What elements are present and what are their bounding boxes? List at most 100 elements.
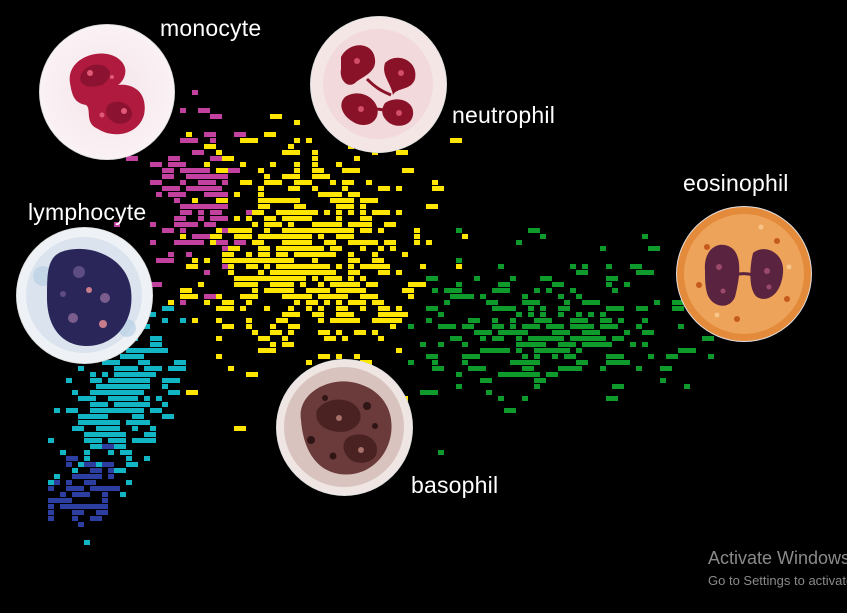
cluster-point	[612, 288, 618, 293]
cluster-point	[516, 348, 522, 353]
cluster-point	[246, 282, 252, 287]
cluster-point	[162, 174, 174, 179]
cluster-point	[168, 306, 174, 311]
cluster-point	[264, 174, 270, 179]
cluster-point	[324, 222, 336, 227]
cluster-point	[576, 324, 582, 329]
cluster-point	[492, 348, 498, 353]
cluster-point	[222, 252, 234, 257]
cluster-point	[246, 216, 252, 221]
cluster-point	[540, 306, 546, 311]
cluster-point	[546, 348, 558, 353]
cluster-point	[504, 288, 510, 293]
cluster-point	[360, 198, 372, 203]
cluster-point	[600, 312, 606, 317]
cluster-point	[102, 402, 108, 407]
cluster-point	[342, 180, 354, 185]
cluster-point	[252, 282, 258, 287]
cluster-point	[162, 228, 174, 233]
cluster-point	[96, 504, 108, 509]
cluster-point	[348, 210, 354, 215]
cluster-point	[378, 318, 390, 323]
cluster-point	[78, 414, 84, 419]
cluster-point	[612, 384, 624, 389]
cluster-point	[360, 294, 372, 299]
cluster-point	[516, 312, 522, 317]
cluster-point	[348, 192, 354, 197]
cluster-point	[390, 318, 402, 323]
cluster-point	[150, 222, 156, 227]
cluster-point	[606, 318, 612, 323]
cluster-point	[84, 432, 90, 437]
cluster-point	[570, 324, 576, 329]
cluster-point	[336, 354, 342, 359]
cluster-point	[432, 288, 438, 293]
cluster-point	[534, 384, 540, 389]
cluster-point	[144, 396, 150, 401]
cluster-point	[120, 450, 132, 455]
cluster-point	[420, 342, 426, 347]
cluster-point	[420, 264, 426, 269]
cluster-point	[312, 222, 318, 227]
cluster-point	[312, 168, 324, 173]
cluster-point	[276, 288, 288, 293]
cluster-point	[336, 294, 348, 299]
cluster-point	[486, 348, 492, 353]
cluster-point	[210, 216, 216, 221]
cluster-point	[234, 246, 240, 251]
monocyte-cluster	[114, 90, 252, 305]
cluster-point	[204, 192, 210, 197]
cluster-point	[288, 330, 294, 335]
cluster-point	[54, 474, 60, 479]
cluster-point	[186, 264, 198, 269]
cluster-point	[84, 456, 90, 461]
cluster-point	[336, 222, 342, 227]
cluster-point	[540, 234, 546, 239]
cluster-point	[72, 504, 78, 509]
cluster-point	[288, 264, 300, 269]
cluster-point	[336, 330, 342, 335]
cluster-point	[216, 228, 222, 233]
cluster-point	[546, 324, 558, 329]
cluster-point	[378, 228, 384, 233]
cluster-point	[150, 348, 162, 353]
cluster-point	[564, 366, 576, 371]
cluster-point	[108, 396, 114, 401]
cluster-point	[588, 312, 594, 317]
cluster-point	[222, 264, 228, 269]
cluster-point	[216, 240, 228, 245]
cluster-point	[246, 258, 258, 263]
cluster-point	[348, 252, 354, 257]
cluster-point	[642, 234, 648, 239]
cluster-point	[408, 282, 420, 287]
cluster-point	[72, 468, 78, 473]
cluster-point	[252, 210, 264, 215]
cluster-point	[480, 348, 486, 353]
cluster-point	[510, 306, 516, 311]
cluster-point	[66, 480, 72, 485]
cluster-point	[234, 132, 246, 137]
cluster-point	[234, 258, 246, 263]
cluster-point	[168, 192, 174, 197]
cluster-point	[318, 252, 324, 257]
cluster-point	[630, 264, 642, 269]
cluster-point	[246, 276, 252, 281]
cluster-point	[72, 516, 78, 521]
cluster-point	[138, 390, 144, 395]
cluster-point	[264, 264, 270, 269]
cluster-point	[96, 432, 102, 437]
cluster-point	[120, 492, 126, 497]
cluster-point	[48, 504, 54, 509]
cluster-point	[318, 192, 324, 197]
cluster-point	[462, 294, 474, 299]
cluster-point	[90, 468, 96, 473]
cluster-point	[234, 216, 240, 221]
cluster-point	[492, 336, 504, 341]
cluster-point	[276, 198, 282, 203]
cluster-point	[228, 270, 234, 275]
cluster-point	[396, 210, 402, 215]
cluster-point	[582, 324, 594, 329]
cluster-point	[342, 282, 348, 287]
cluster-point	[564, 354, 570, 359]
cluster-point	[216, 216, 222, 221]
